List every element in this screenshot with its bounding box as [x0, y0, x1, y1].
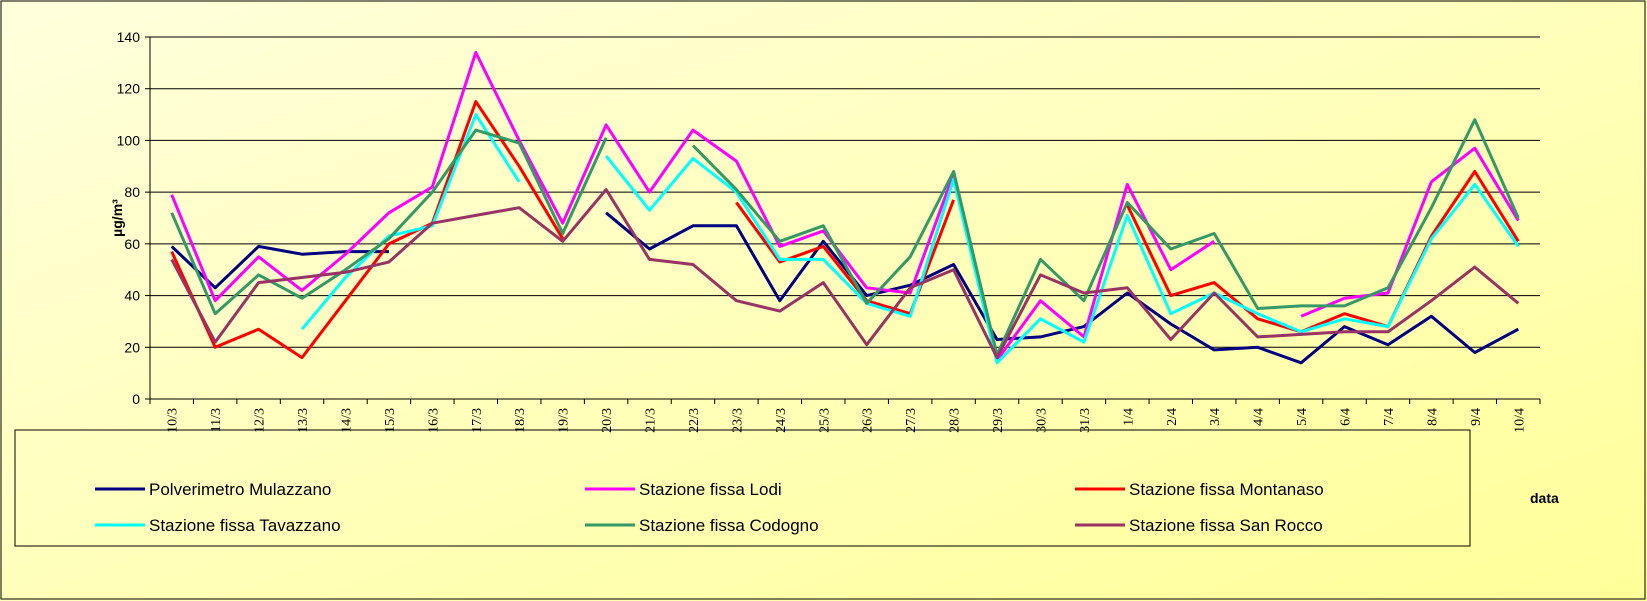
x-tick-label: 26/3 [861, 408, 876, 433]
x-tick-label: 30/3 [1034, 408, 1049, 433]
x-tick-label: 12/3 [253, 408, 268, 433]
legend-box [14, 429, 1471, 547]
x-tick-label: 22/3 [687, 408, 702, 433]
legend-label: Stazione fissa Tavazzano [149, 516, 341, 535]
x-tick-label: 6/4 [1339, 408, 1354, 426]
x-tick-label: 21/3 [644, 408, 659, 433]
x-tick-label: 25/3 [817, 408, 832, 433]
x-tick-label: 9/4 [1469, 408, 1484, 426]
series-line [170, 128, 608, 316]
x-tick-label: 3/4 [1208, 408, 1223, 426]
x-tick-label: 8/4 [1425, 408, 1440, 426]
legend-label: Stazione fissa Codogno [639, 516, 819, 535]
series-line [691, 118, 1520, 357]
x-tick-label: 28/3 [948, 408, 963, 433]
x-tick-label: 23/3 [730, 408, 745, 433]
legend-label: Stazione fissa Montanaso [1129, 480, 1324, 499]
y-axis-label: µg/m³ [109, 199, 125, 237]
x-tick-label: 5/4 [1295, 408, 1310, 426]
x-tick-label: 27/3 [904, 408, 919, 433]
x-tick-label: 10/4 [1512, 408, 1527, 433]
x-tick-label: 17/3 [470, 408, 485, 433]
x-tick-label: 13/3 [296, 408, 311, 433]
y-tick-label: 100 [117, 132, 141, 148]
x-tick-label: 19/3 [557, 408, 572, 433]
y-tick-label: 0 [132, 391, 140, 407]
y-tick-label: 20 [124, 339, 140, 355]
series-line [300, 113, 521, 331]
x-tick-label: 29/3 [991, 408, 1006, 433]
x-tick-label: 2/4 [1165, 408, 1180, 426]
y-tick-label: 60 [124, 236, 140, 252]
series-line [604, 154, 1520, 365]
x-tick-label: 31/3 [1078, 408, 1093, 433]
series-line [170, 100, 564, 360]
y-tick-label: 40 [124, 288, 140, 304]
y-tick-label: 140 [117, 29, 141, 45]
x-tick-label: 10/3 [166, 408, 181, 433]
x-tick-label: 4/4 [1252, 408, 1267, 426]
series-line [1125, 170, 1520, 334]
x-tick-label: 1/4 [1121, 408, 1136, 426]
x-tick-label: 15/3 [383, 408, 398, 433]
x-tick-label: 18/3 [513, 408, 528, 433]
x-tick-label: 11/3 [209, 408, 224, 432]
legend-label: Polverimetro Mulazzano [149, 480, 331, 499]
y-tick-label: 80 [124, 184, 140, 200]
y-tick-label: 120 [117, 81, 141, 97]
x-tick-label: 16/3 [426, 408, 441, 433]
series-line [1300, 146, 1520, 318]
legend-label: Stazione fissa Lodi [639, 480, 782, 499]
x-tick-label: 7/4 [1382, 408, 1397, 426]
legend-label: Stazione fissa San Rocco [1129, 516, 1323, 535]
x-tick-label: 14/3 [339, 408, 354, 433]
x-tick-label: 20/3 [600, 408, 615, 433]
series-line [170, 188, 1520, 360]
x-tick-label: 24/3 [774, 408, 789, 433]
x-axis-label: data [1530, 490, 1559, 506]
series-line [170, 51, 1216, 362]
